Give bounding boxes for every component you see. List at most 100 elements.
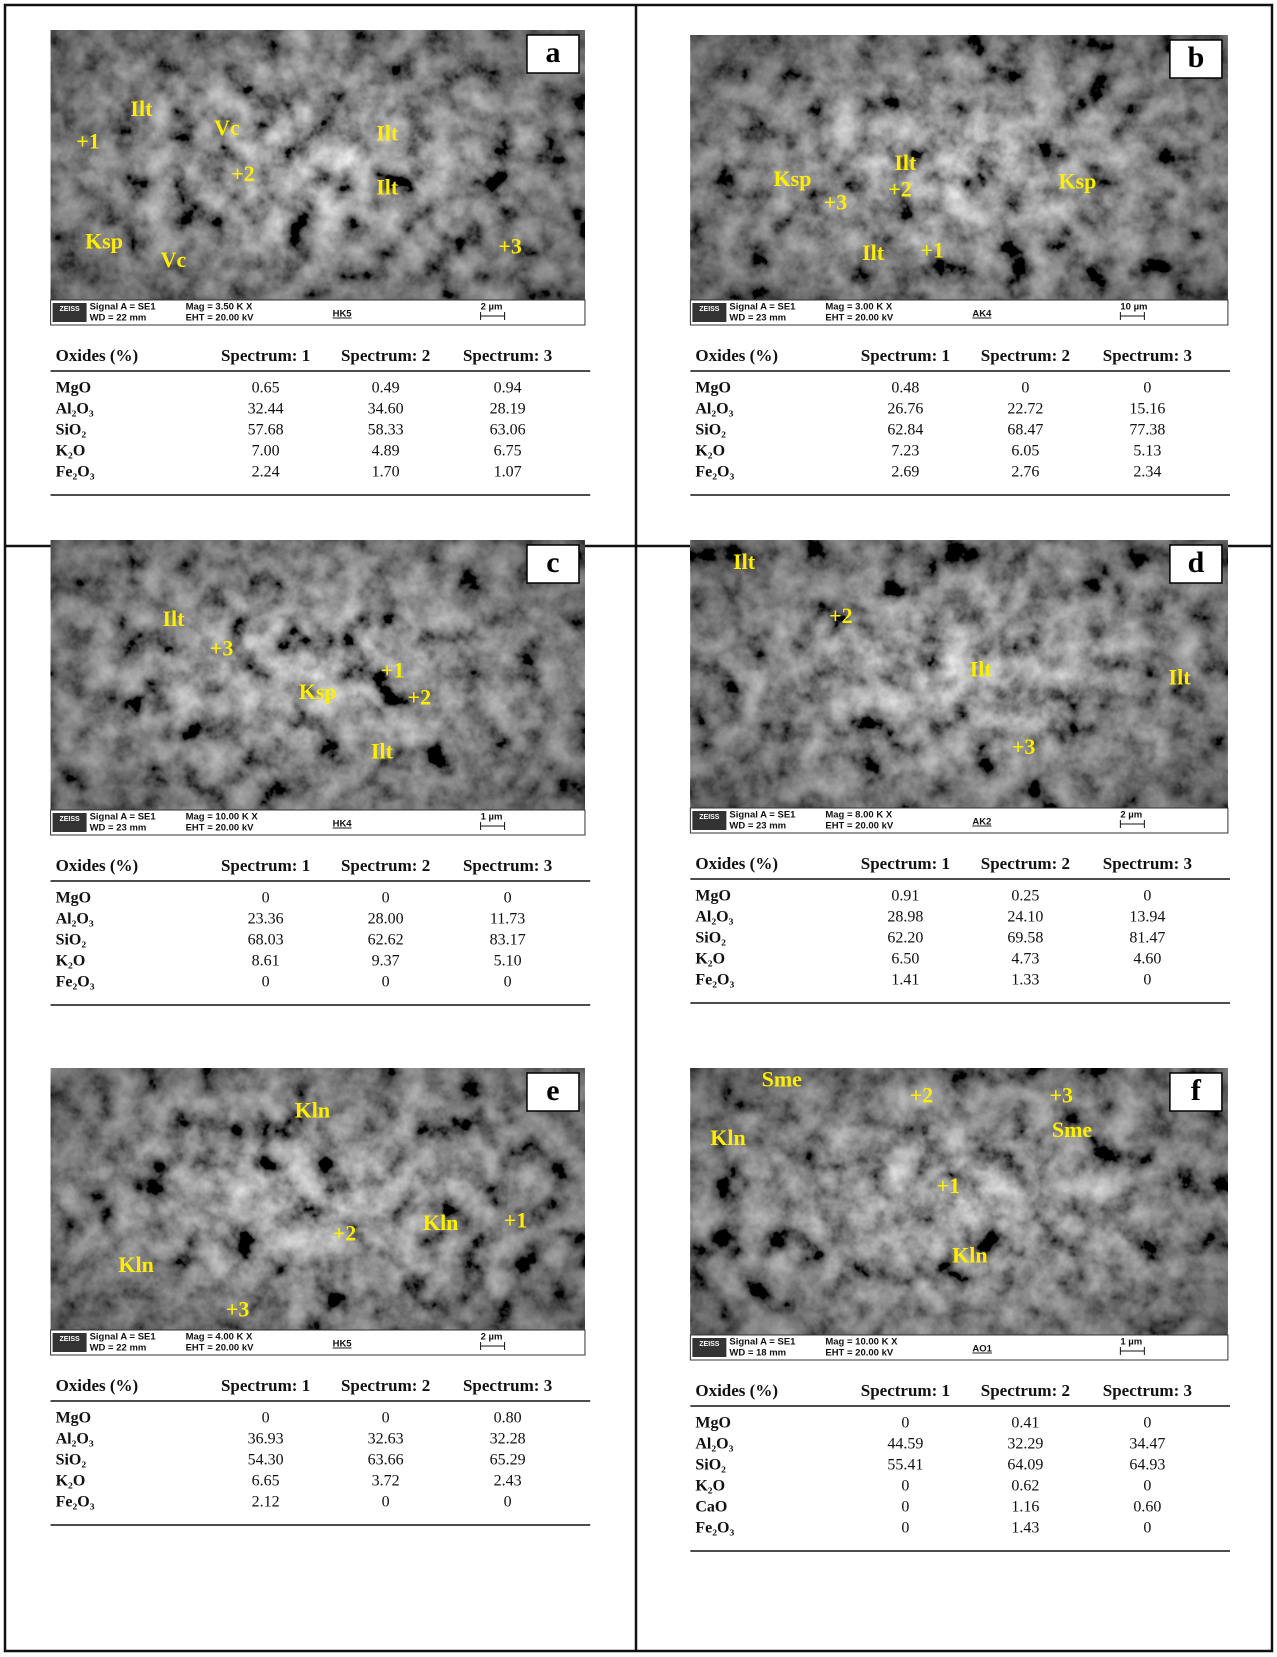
cell-value: 28.00 <box>368 911 404 928</box>
cell-value: 63.66 <box>368 1452 404 1469</box>
cell-value: 1.70 <box>372 464 400 481</box>
info-sample: AK2 <box>972 817 991 828</box>
cell-value: 0 <box>504 890 512 907</box>
cell-value: 34.60 <box>368 401 404 418</box>
cell-value: 1.07 <box>494 464 522 481</box>
info-signal: Signal A = SE1 <box>90 302 157 313</box>
annotation: +1 <box>381 657 405 682</box>
row-label: Fe₂O₃ <box>56 974 95 991</box>
cell-value: 0 <box>1143 1415 1151 1432</box>
panel-letter: e <box>546 1074 559 1107</box>
cell-value: 64.93 <box>1129 1457 1165 1474</box>
cell-value: 0 <box>262 974 270 991</box>
cell-value: 0.91 <box>891 888 919 905</box>
annotation: Kln <box>295 1098 330 1123</box>
annotation: Kln <box>423 1210 458 1235</box>
cell-value: 15.16 <box>1129 401 1165 418</box>
annotation: Ilt <box>733 549 756 574</box>
info-scale: 10 µm <box>1120 302 1147 313</box>
info-eht: EHT = 20.00 kV <box>186 1343 255 1354</box>
table-header: Spectrum: 2 <box>981 1381 1070 1400</box>
cell-value: 0.41 <box>1011 1415 1039 1432</box>
info-mag: Mag = 4.00 K X <box>186 1332 253 1343</box>
table-header: Spectrum: 3 <box>463 856 552 875</box>
info-scale: 1 µm <box>1120 1337 1142 1348</box>
cell-value: 0 <box>504 1494 512 1511</box>
annotation: +3 <box>1012 734 1036 759</box>
cell-value: 0 <box>1143 380 1151 397</box>
cell-value: 7.23 <box>891 443 919 460</box>
row-label: SiO₂ <box>695 930 726 947</box>
cell-value: 2.24 <box>252 464 280 481</box>
row-label: Al₂O₃ <box>56 911 94 928</box>
table-header: Oxides (%) <box>56 1376 139 1395</box>
info-signal: Signal A = SE1 <box>729 1337 796 1348</box>
annotation: +3 <box>210 636 234 661</box>
annotation: Vc <box>214 115 240 140</box>
row-label: Al₂O₃ <box>695 909 733 926</box>
sem-vignette <box>51 30 585 300</box>
annotation: Ilt <box>862 240 885 265</box>
row-label: K₂O <box>695 443 725 460</box>
row-label: SiO₂ <box>56 1452 87 1469</box>
cell-value: 0 <box>1143 972 1151 989</box>
figure: aIlt+1VcIlt+2IltKspVc+3ZEISSSignal A = S… <box>0 0 1277 1657</box>
logo: ZEISS <box>699 814 720 821</box>
info-scale: 2 µm <box>1120 810 1142 821</box>
annotation: +1 <box>76 128 100 153</box>
cell-value: 54.30 <box>248 1452 284 1469</box>
table-header: Spectrum: 3 <box>463 346 552 365</box>
row-label: Al₂O₃ <box>695 401 733 418</box>
info-sample: HK5 <box>333 1339 353 1350</box>
row-label: Fe₂O₃ <box>56 464 95 481</box>
annotation: Kln <box>118 1252 153 1277</box>
cell-value: 68.47 <box>1007 422 1043 439</box>
logo: ZEISS <box>699 1341 720 1348</box>
info-scale: 2 µm <box>481 302 503 313</box>
annotation: Sme <box>1052 1117 1093 1142</box>
row-label: K₂O <box>695 1478 725 1495</box>
logo: ZEISS <box>59 306 80 313</box>
annotation: +2 <box>888 176 912 201</box>
panel-letter: a <box>545 36 560 69</box>
row-label: Fe₂O₃ <box>56 1494 95 1511</box>
cell-value: 62.62 <box>368 932 404 949</box>
info-mag: Mag = 10.00 K X <box>825 1337 898 1348</box>
annotation: +2 <box>910 1082 934 1107</box>
logo: ZEISS <box>59 1336 80 1343</box>
info-signal: Signal A = SE1 <box>729 810 796 821</box>
annotation: +3 <box>498 234 522 259</box>
annotation: Kln <box>952 1243 987 1268</box>
annotation: +1 <box>504 1208 528 1233</box>
annotation: Ilt <box>894 150 917 175</box>
row-label: MgO <box>56 890 92 907</box>
sem-vignette <box>51 540 585 810</box>
table-header: Spectrum: 3 <box>1103 346 1192 365</box>
info-signal: Signal A = SE1 <box>729 302 796 313</box>
row-label: Al₂O₃ <box>56 401 94 418</box>
row-label: MgO <box>695 888 731 905</box>
cell-value: 77.38 <box>1129 422 1165 439</box>
info-wd: WD = 18 mm <box>729 1348 786 1359</box>
info-mag: Mag = 8.00 K X <box>825 810 892 821</box>
cell-value: 32.29 <box>1007 1436 1043 1453</box>
panel-letter: c <box>546 546 559 579</box>
row-label: Al₂O₃ <box>695 1436 733 1453</box>
row-label: MgO <box>56 380 92 397</box>
annotation: +1 <box>937 1173 961 1198</box>
cell-value: 11.73 <box>490 911 525 928</box>
cell-value: 0 <box>1021 380 1029 397</box>
cell-value: 5.10 <box>494 953 522 970</box>
cell-value: 2.69 <box>891 464 919 481</box>
info-wd: WD = 22 mm <box>90 1343 147 1354</box>
annotation: +3 <box>226 1297 250 1322</box>
cell-value: 7.00 <box>252 443 280 460</box>
row-label: K₂O <box>56 1473 86 1490</box>
annotation: +2 <box>408 684 432 709</box>
annotation: +2 <box>829 603 853 628</box>
table-header: Spectrum: 3 <box>1103 854 1192 873</box>
info-eht: EHT = 20.00 kV <box>825 821 894 832</box>
cell-value: 0 <box>1143 888 1151 905</box>
table-header: Spectrum: 2 <box>981 854 1070 873</box>
info-mag: Mag = 3.00 K X <box>825 302 892 313</box>
